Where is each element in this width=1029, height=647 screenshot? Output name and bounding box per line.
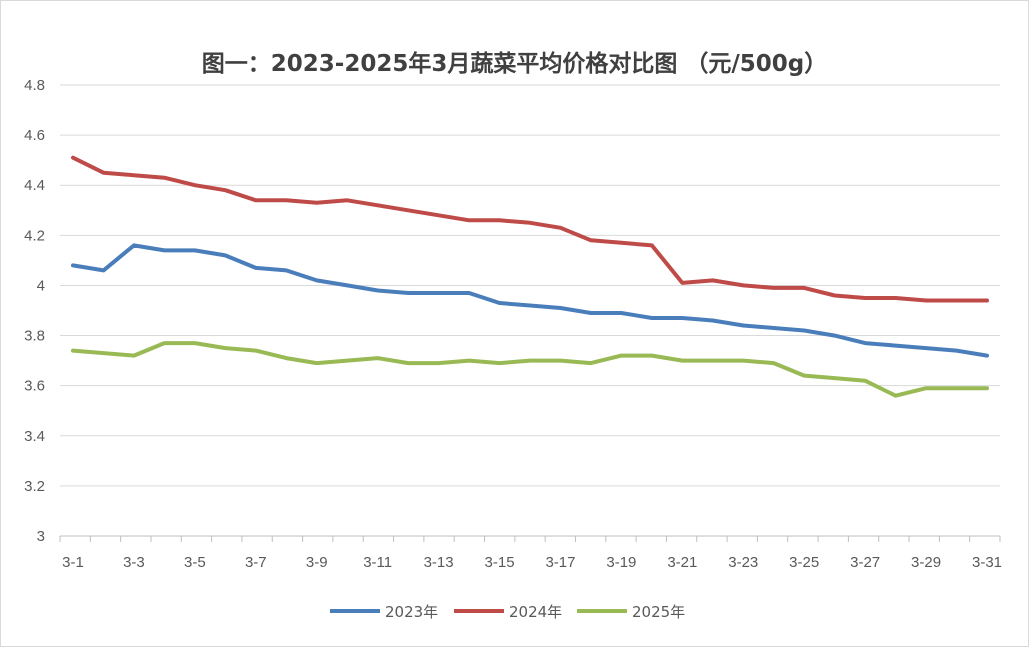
series-line-2025年 <box>71 341 989 398</box>
x-axis-ticks: 3-1 3-3 3-5 3-7 3-9 3-11 3-13 3-15 3-17 3-19 3-21 3… <box>62 554 1002 571</box>
chart-title: 图一：2023-2025年3月蔬菜平均价格对比图 （元/500g） <box>201 51 828 77</box>
series-line-2023年 <box>71 243 989 358</box>
x-tick-label: 3-27 <box>850 554 880 571</box>
x-tick-label: 3-17 <box>545 554 575 571</box>
y-tick-label: 3.4 <box>24 428 45 445</box>
series-lines <box>71 155 989 398</box>
grid-lines <box>60 84 1000 487</box>
y-tick-label: 3 <box>37 528 45 545</box>
x-tick-label: 3-19 <box>606 554 636 571</box>
legend-label: 2025年 <box>632 603 685 621</box>
x-tick-label: 3-29 <box>911 554 941 571</box>
y-tick-label: 3.6 <box>24 378 45 395</box>
y-tick-label: 3.2 <box>24 478 45 495</box>
x-tick-label: 3-7 <box>245 554 267 571</box>
y-tick-label: 4.6 <box>24 127 45 144</box>
legend-label: 2024年 <box>509 603 562 621</box>
x-tick-label: 3-15 <box>485 554 515 571</box>
x-tick-label: 3-31 <box>972 554 1002 571</box>
x-tick-label: 3-3 <box>123 554 145 571</box>
x-tick-label: 3-13 <box>424 554 454 571</box>
y-tick-label: 4.8 <box>24 77 45 94</box>
y-tick-label: 4 <box>37 277 45 294</box>
legend: 2023年 2024年 2025年 <box>330 603 685 621</box>
x-tick-label: 3-21 <box>667 554 697 571</box>
x-tick-label: 3-1 <box>62 554 84 571</box>
x-axis <box>59 535 1001 542</box>
x-tick-label: 3-9 <box>306 554 328 571</box>
x-tick-label: 3-11 <box>363 554 392 571</box>
series-line-2024年 <box>71 155 989 303</box>
x-tick-label: 3-5 <box>184 554 206 571</box>
y-axis-ticks: 3 3.2 3.4 3.6 3.8 4 4.2 4.4 4.6 4.8 <box>24 77 45 545</box>
legend-label: 2023年 <box>385 603 438 621</box>
y-tick-label: 4.4 <box>24 177 45 194</box>
y-tick-label: 4.2 <box>24 227 45 244</box>
x-tick-label: 3-23 <box>728 554 758 571</box>
x-tick-label: 3-25 <box>789 554 819 571</box>
y-tick-label: 3.8 <box>24 328 45 345</box>
